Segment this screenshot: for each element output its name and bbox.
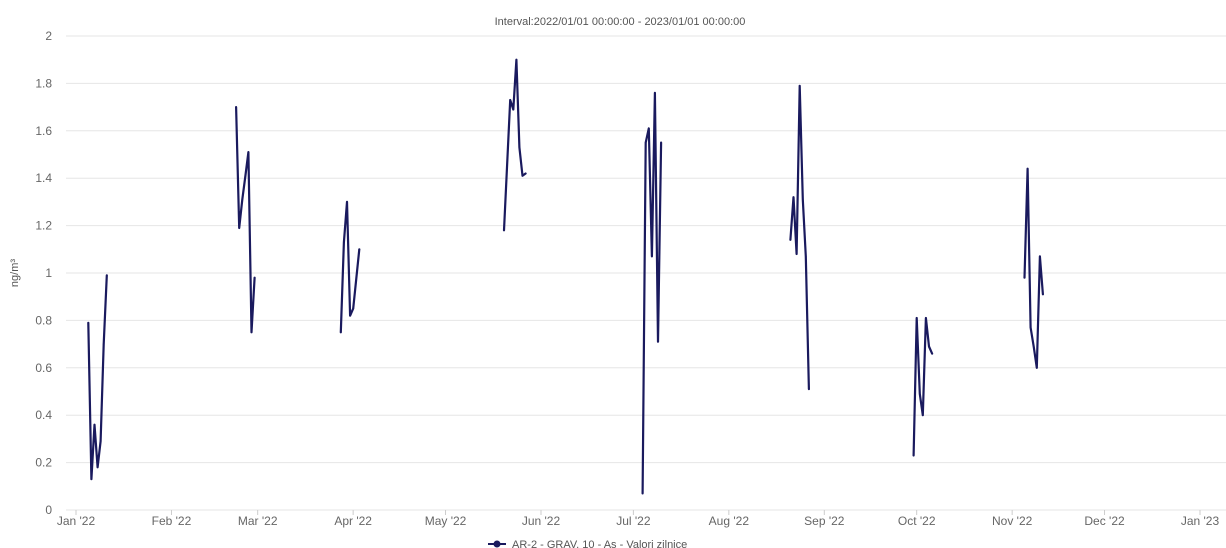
data-point[interactable] [657, 340, 659, 343]
series-line-segment[interactable] [912, 316, 934, 457]
data-point[interactable] [90, 478, 93, 481]
x-axis-ticks: Jan '22 Feb '22 Mar '22 Apr '22 May '22 Jun '… [57, 510, 1220, 528]
data-point[interactable] [802, 198, 804, 201]
data-point[interactable] [241, 198, 244, 201]
data-point[interactable] [509, 99, 512, 101]
data-point[interactable] [238, 227, 240, 229]
x-tick-label: Aug '22 [709, 514, 750, 528]
series-line-segment[interactable] [1023, 167, 1045, 369]
x-tick-label: Jun '22 [522, 514, 561, 528]
x-tick-label: Dec '22 [1084, 514, 1125, 528]
data-point[interactable] [915, 317, 918, 319]
y-tick-label: 1.4 [35, 171, 52, 185]
data-point[interactable] [503, 229, 505, 232]
x-tick-label: Nov '22 [992, 514, 1033, 528]
y-tick-label: 0.8 [35, 313, 52, 327]
y-tick-label: 0.4 [35, 408, 52, 422]
data-point[interactable] [102, 343, 105, 345]
y-axis-label: ng/m³ [9, 259, 21, 287]
legend-series-label: AR-2 - GRAV. 10 - As - Valori zilnice [512, 539, 687, 548]
x-tick-label: Jan '23 [1181, 514, 1220, 528]
data-point[interactable] [644, 141, 647, 144]
grid-layer [66, 35, 1226, 511]
y-tick-label: 0 [45, 503, 52, 517]
series-line-segment[interactable] [87, 274, 108, 481]
data-point[interactable] [515, 58, 518, 61]
x-tick-label: Mar '22 [238, 514, 278, 528]
series-line-segment[interactable] [339, 200, 361, 334]
data-point[interactable] [358, 248, 361, 251]
data-point[interactable] [792, 196, 795, 198]
data-point[interactable] [1029, 326, 1032, 329]
y-tick-label: 1 [45, 266, 52, 280]
data-point[interactable] [512, 108, 515, 111]
y-axis-ticks: 0 0.2 0.4 0.6 0.8 1 1.2 1.4 1.6 1.8 2 [35, 29, 52, 517]
data-point[interactable] [928, 345, 930, 348]
y-tick-label: 1.8 [35, 76, 52, 90]
data-point[interactable] [1042, 293, 1044, 296]
data-point[interactable] [641, 492, 644, 495]
data-point[interactable] [349, 314, 351, 317]
data-point[interactable] [660, 141, 662, 144]
data-point[interactable] [253, 276, 256, 279]
data-point[interactable] [106, 274, 108, 277]
y-tick-label: 1.6 [35, 124, 52, 138]
data-point[interactable] [795, 253, 798, 255]
data-point[interactable] [244, 175, 247, 177]
data-point[interactable] [912, 454, 915, 457]
x-tick-label: Jul '22 [616, 514, 651, 528]
x-tick-label: Feb '22 [152, 514, 192, 528]
legend-series-marker [493, 540, 501, 548]
chart-title: Interval:2022/01/01 00:00:00 - 2023/01/0… [495, 16, 746, 28]
data-point[interactable] [1026, 167, 1029, 170]
data-point[interactable] [931, 352, 933, 355]
data-point[interactable] [1036, 367, 1038, 369]
data-point[interactable] [648, 127, 650, 130]
series-line-segment[interactable] [641, 91, 663, 495]
series-line-segment[interactable] [502, 58, 527, 232]
data-point[interactable] [805, 255, 807, 258]
data-point[interactable] [798, 85, 801, 87]
series-layer [87, 58, 1045, 495]
data-point[interactable] [1039, 255, 1041, 258]
data-point[interactable] [352, 307, 355, 310]
x-tick-label: Sep '22 [804, 514, 845, 528]
data-point[interactable] [235, 106, 237, 108]
data-point[interactable] [789, 239, 792, 241]
series-line-segment[interactable] [235, 105, 256, 334]
data-point[interactable] [250, 331, 253, 334]
data-point[interactable] [96, 466, 99, 469]
y-tick-label: 0.6 [35, 361, 52, 375]
data-point[interactable] [1032, 345, 1035, 348]
y-tick-label: 1.2 [35, 219, 52, 233]
x-tick-label: Oct '22 [898, 514, 936, 528]
data-point[interactable] [521, 175, 524, 177]
data-point[interactable] [922, 414, 924, 417]
y-tick-label: 2 [45, 29, 52, 43]
data-point[interactable] [651, 255, 653, 258]
data-point[interactable] [93, 423, 96, 426]
data-point[interactable] [87, 322, 90, 324]
data-point[interactable] [99, 440, 102, 443]
data-point[interactable] [1023, 276, 1026, 279]
data-point[interactable] [518, 146, 521, 149]
data-point[interactable] [919, 393, 921, 395]
y-tick-label: 0.2 [35, 456, 52, 470]
data-point[interactable] [247, 151, 250, 153]
data-point[interactable] [808, 388, 810, 390]
x-tick-label: Apr '22 [334, 514, 372, 528]
data-point[interactable] [346, 201, 348, 203]
data-point[interactable] [340, 331, 342, 334]
x-tick-label: Jan '22 [57, 514, 96, 528]
data-point[interactable] [925, 317, 927, 319]
data-point[interactable] [343, 241, 345, 243]
x-tick-label: May '22 [425, 514, 467, 528]
legend[interactable]: AR-2 - GRAV. 10 - As - Valori zilnice [488, 539, 687, 548]
data-point[interactable] [654, 92, 656, 94]
data-point[interactable] [524, 172, 527, 175]
